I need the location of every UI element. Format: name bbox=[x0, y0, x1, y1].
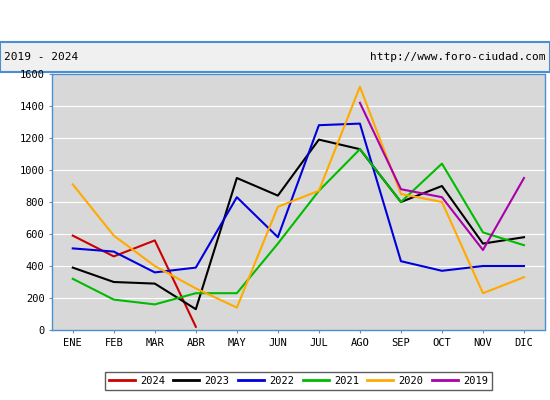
Legend: 2024, 2023, 2022, 2021, 2020, 2019: 2024, 2023, 2022, 2021, 2020, 2019 bbox=[104, 372, 492, 390]
Text: Evolucion Nº Turistas Nacionales en el municipio de Arnes: Evolucion Nº Turistas Nacionales en el m… bbox=[82, 14, 468, 28]
Text: 2019 - 2024: 2019 - 2024 bbox=[4, 52, 79, 62]
Text: http://www.foro-ciudad.com: http://www.foro-ciudad.com bbox=[370, 52, 546, 62]
